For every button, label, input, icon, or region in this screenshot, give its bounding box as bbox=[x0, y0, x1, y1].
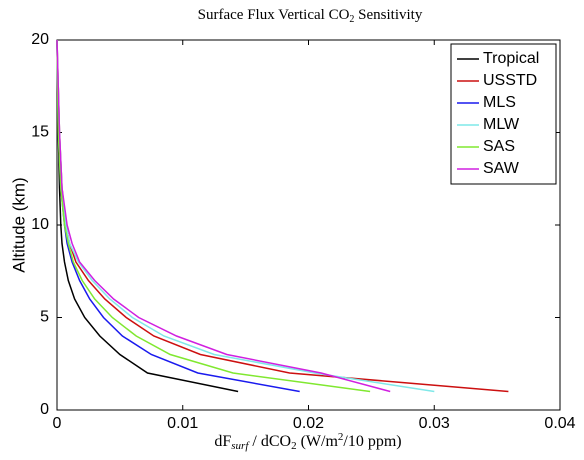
x-label-part: (W/m bbox=[297, 433, 339, 450]
x-tick-label: 0.02 bbox=[293, 415, 324, 432]
x-tick-label: 0.04 bbox=[544, 415, 575, 432]
legend-box bbox=[450, 43, 557, 185]
legend-label: MLS bbox=[483, 94, 516, 111]
series-line bbox=[56, 39, 239, 393]
title-part: Sensitivity bbox=[354, 7, 422, 23]
x-label-part: /10 ppm) bbox=[343, 433, 401, 450]
y-tick-label: 5 bbox=[40, 309, 49, 326]
legend-label: SAW bbox=[483, 160, 520, 177]
x-label-part: 2 bbox=[338, 431, 344, 443]
title-part: Surface Flux Vertical CO bbox=[198, 7, 350, 23]
legend-label: Tropical bbox=[483, 50, 539, 67]
series-line bbox=[56, 39, 371, 393]
x-label-part: dF bbox=[214, 433, 231, 450]
x-label-part: 2 bbox=[291, 440, 297, 452]
chart-title: Surface Flux Vertical CO2 Sensitivity bbox=[198, 7, 423, 25]
y-tick-label: 15 bbox=[31, 124, 49, 141]
x-label-part: / dCO bbox=[248, 433, 291, 450]
legend-label: SAS bbox=[483, 138, 515, 155]
y-axis-label: Altitude (km) bbox=[9, 177, 28, 272]
x-tick-label: 0.01 bbox=[167, 415, 198, 432]
series-line bbox=[56, 39, 509, 393]
title-part: 2 bbox=[349, 14, 354, 25]
legend-label: USSTD bbox=[483, 72, 537, 89]
x-axis-label: dFsurf / dCO2 (W/m2/10 ppm) bbox=[214, 431, 401, 452]
y-tick-label: 20 bbox=[31, 31, 49, 48]
y-tick-label: 10 bbox=[31, 216, 49, 233]
x-tick-label: 0.03 bbox=[419, 415, 450, 432]
series-line bbox=[56, 39, 435, 393]
series-line bbox=[56, 39, 300, 393]
legend-label: MLW bbox=[483, 116, 520, 133]
x-label-part: surf bbox=[231, 440, 250, 452]
series-line bbox=[56, 39, 391, 393]
y-tick-label: 0 bbox=[40, 401, 49, 418]
x-tick-label: 0 bbox=[53, 415, 62, 432]
